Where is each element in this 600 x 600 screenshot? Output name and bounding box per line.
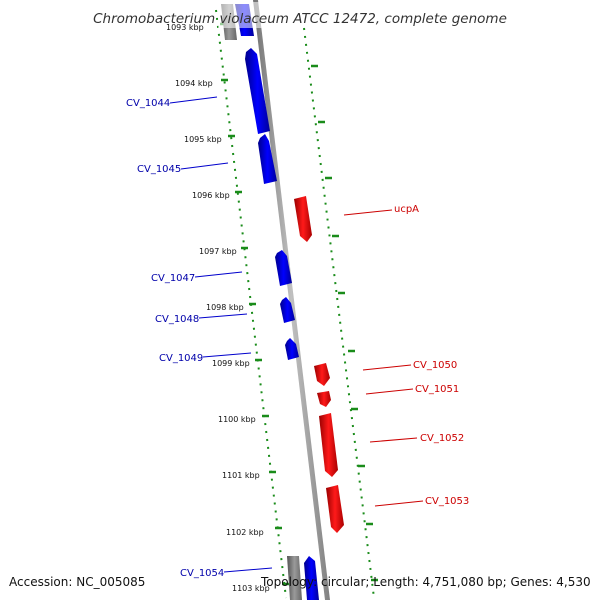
- tick-label: 1095 kbp: [184, 135, 222, 144]
- gene-label-CV_1054[interactable]: CV_1054: [180, 568, 224, 579]
- tick-labels: 1093 kbp 1094 kbp 1095 kbp 1096 kbp 1097…: [166, 23, 270, 593]
- gene-label-CV_1045[interactable]: CV_1045: [137, 164, 181, 175]
- tick-label: 1101 kbp: [222, 471, 260, 480]
- topology-text: Topology: circular; Length: 4,751,080 bp…: [260, 575, 591, 589]
- leader-lines-right: [343, 209, 424, 507]
- gray-feature-bottom: [287, 556, 302, 600]
- gene-label-CV_1049[interactable]: CV_1049: [159, 353, 203, 364]
- gene-CV_1050: [314, 363, 330, 386]
- tick-label: 1102 kbp: [226, 528, 264, 537]
- gene-CV_1049: [285, 338, 299, 360]
- backbone-track: [253, 0, 330, 600]
- tick-marks: [220, 22, 378, 586]
- gene-labels-right: ucpA CV_1050 CV_1051 CV_1052 CV_1053: [394, 204, 469, 507]
- gene-CV_1052: [319, 413, 338, 477]
- accession-text: Accession: NC_005085: [9, 575, 145, 589]
- gene-CV_1053: [326, 485, 344, 533]
- gene-label-CV_1048[interactable]: CV_1048: [155, 314, 199, 325]
- gene-label-CV_1050[interactable]: CV_1050: [413, 360, 457, 371]
- forward-strand-genes: [245, 48, 319, 600]
- gene-ucpA: [294, 196, 312, 242]
- gene-CV_1051: [317, 391, 331, 407]
- tick-label: 1097 kbp: [199, 247, 237, 256]
- leader-lines-left: [169, 96, 273, 573]
- tick-label: 1100 kbp: [218, 415, 256, 424]
- tick-label: 1099 kbp: [212, 359, 250, 368]
- gene-CV_1047: [275, 250, 292, 286]
- tick-label: 1103 kbp: [232, 584, 270, 593]
- gene-label-CV_1052[interactable]: CV_1052: [420, 433, 464, 444]
- gene-label-CV_1047[interactable]: CV_1047: [151, 273, 195, 284]
- gene-CV_1045: [258, 134, 277, 184]
- gene-label-CV_1044[interactable]: CV_1044: [126, 98, 170, 109]
- gene-label-ucpA[interactable]: ucpA: [394, 204, 419, 215]
- tick-label: 1096 kbp: [192, 191, 230, 200]
- tick-label: 1098 kbp: [206, 303, 244, 312]
- gene-CV_1044: [245, 48, 270, 134]
- reverse-strand-genes: [294, 196, 344, 533]
- gene-labels-left: CV_1044 CV_1045 CV_1047 CV_1048 CV_1049 …: [126, 98, 224, 579]
- gene-label-CV_1053[interactable]: CV_1053: [425, 496, 469, 507]
- gene-label-CV_1051[interactable]: CV_1051: [415, 384, 459, 395]
- gene-CV_1048: [280, 297, 295, 323]
- map-title: Chromobacterium violaceum ATCC 12472, co…: [93, 11, 507, 27]
- tick-label: 1093 kbp: [166, 23, 204, 32]
- tick-label: 1094 kbp: [175, 79, 213, 88]
- gene-bottom-blue: [304, 556, 319, 600]
